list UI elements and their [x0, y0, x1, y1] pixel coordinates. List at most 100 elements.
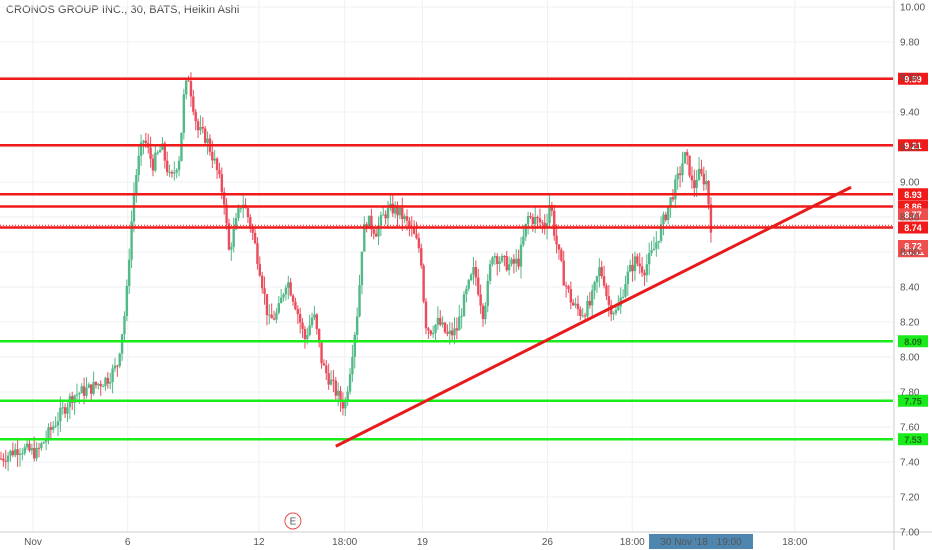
candle-body [564, 285, 568, 287]
candle-body [491, 257, 494, 265]
candle-body [583, 315, 587, 317]
candle-body [553, 210, 556, 236]
candle-body [664, 214, 668, 220]
candle-body [97, 383, 100, 386]
candle-body [453, 328, 456, 336]
candle-body [0, 458, 3, 460]
candle-body [486, 280, 489, 306]
y-tick-label: 7.80 [900, 388, 920, 399]
candle-body [579, 309, 582, 316]
candle-body [588, 300, 592, 306]
price-tag-label: 8.72 [904, 242, 922, 252]
price-tag [898, 240, 928, 252]
candle-body [196, 121, 200, 131]
candle-body [363, 224, 366, 252]
candle-body [61, 407, 64, 409]
candle-body [339, 390, 342, 403]
candle-body [332, 379, 335, 381]
candle-body [52, 426, 55, 430]
candle-body [142, 140, 145, 143]
x-tick-label: Nov [24, 537, 42, 548]
candle-body [621, 296, 625, 298]
candle-body [465, 288, 468, 295]
candle-body [439, 317, 442, 325]
candle-body [643, 272, 646, 276]
candle-body [75, 394, 79, 396]
candle-body [21, 453, 24, 455]
candle-body [441, 322, 444, 325]
candle-body [189, 81, 193, 97]
candle-body [555, 235, 558, 245]
candle-body [640, 266, 644, 273]
candle-body [650, 250, 653, 254]
candle-body [657, 240, 660, 243]
candle-body [303, 328, 307, 340]
candle-body [526, 215, 530, 224]
candle-body [130, 221, 133, 260]
price-tag [898, 208, 928, 221]
candle-body [681, 163, 684, 176]
candle-body [92, 381, 95, 394]
y-tick-label: 8.00 [900, 353, 920, 364]
candle-body [246, 208, 250, 218]
candle-body [652, 248, 656, 251]
candle-body [674, 179, 677, 200]
candle-body [14, 449, 17, 456]
candle-body [617, 306, 620, 310]
candle-body [175, 170, 178, 173]
candle-body [448, 330, 451, 334]
candle-body [607, 296, 611, 305]
candle-body [308, 325, 311, 336]
candle-body [294, 301, 297, 310]
y-tick-label: 7.60 [900, 423, 920, 434]
candle-body [636, 256, 639, 264]
resistance-price-label: 9.21 [904, 141, 922, 151]
candle-body [256, 243, 259, 265]
candle-body [158, 149, 162, 153]
candle-body [322, 363, 326, 366]
candle-body [474, 266, 478, 278]
candle-body [270, 314, 273, 319]
candle-body [676, 173, 679, 180]
candle-body [600, 267, 603, 277]
candle-body [367, 215, 371, 229]
candle-body [655, 242, 658, 249]
candle-body [23, 447, 26, 454]
candle-body [358, 285, 361, 317]
candle-body [215, 158, 219, 171]
candle-body [199, 127, 202, 131]
y-tick-label: 9.20 [900, 143, 920, 154]
event-marker-label: E [290, 517, 297, 528]
x-tick-label: 18:00 [332, 537, 357, 548]
candle-body [185, 80, 188, 95]
candle-body [249, 217, 252, 227]
candle-body [401, 207, 404, 220]
y-tick-label: 9.60 [900, 73, 920, 84]
candle-body [135, 175, 138, 195]
support-price-tag [898, 433, 928, 446]
candle-body [586, 300, 589, 317]
resistance-price-label: 8.86 [904, 202, 922, 212]
candle-body [633, 256, 637, 272]
candle-body [648, 253, 651, 265]
x-tick-label: 18:00 [782, 537, 807, 548]
candle-body [298, 313, 302, 323]
candle-body [408, 220, 411, 227]
candle-body [500, 256, 504, 262]
candle-body [128, 259, 131, 286]
candle-body [496, 256, 499, 264]
candle-body [569, 289, 573, 303]
candle-body [591, 290, 594, 306]
candle-body [101, 386, 105, 388]
candle-body [507, 264, 511, 271]
candle-body [144, 140, 148, 144]
candle-body [374, 233, 378, 237]
price-tag-label: 8.77 [904, 210, 922, 220]
candle-body [56, 421, 60, 426]
candle-body [393, 205, 397, 214]
y-tick-label: 8.20 [900, 318, 920, 329]
candle-body [73, 395, 76, 403]
x-tick-label: 12 [253, 537, 265, 548]
